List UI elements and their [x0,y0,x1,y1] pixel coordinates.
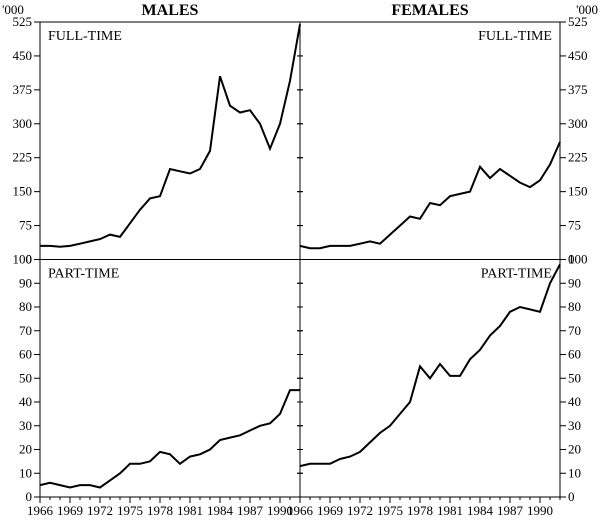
x-tick-label: 1984 [467,503,494,518]
series-bottom_right [300,264,560,466]
y-tick-label: 80 [19,299,32,314]
panel-label-top_left: FULL-TIME [48,29,122,44]
y-tick-label: 375 [568,82,588,97]
x-tick-label: 1978 [407,503,433,518]
y-tick-label: 300 [13,116,33,131]
series-top_left [40,24,300,247]
x-tick-label: 1975 [117,503,143,518]
series-top_right [300,142,560,248]
y-tick-label: 225 [13,150,33,165]
panel-label-bottom_left: PART-TIME [48,267,119,282]
y-tick-label: 525 [568,14,588,29]
y-tick-label: 225 [568,150,588,165]
y-tick-label: 70 [568,323,581,338]
y-tick-label: 20 [568,442,581,457]
x-tick-label: 1978 [147,503,173,518]
y-tick-label: 300 [568,116,588,131]
y-tick-label: 450 [13,48,33,63]
y-tick-label: 525 [13,14,33,29]
x-tick-label: 1984 [207,503,234,518]
y-tick-label: 70 [19,323,32,338]
x-tick-label: 1966 [27,503,54,518]
y-tick-label: 50 [568,370,581,385]
x-tick-label: 1975 [377,503,403,518]
header-males: MALES [142,2,199,19]
y-tick-label: 20 [19,442,32,457]
x-tick-label: 1981 [177,503,203,518]
y-tick-label: 75 [568,218,581,233]
x-tick-label: 1990 [527,503,553,518]
y-tick-label: 90 [19,275,32,290]
x-tick-label: 1969 [57,503,83,518]
y-tick-label: 75 [19,218,32,233]
y-tick-label: 30 [19,418,32,433]
y-tick-label: 90 [568,275,581,290]
x-tick-label: 1987 [497,503,524,518]
series-bottom_left [40,390,300,487]
y-tick-label: 40 [19,394,32,409]
panel-label-bottom_right: PART-TIME [481,267,552,282]
x-tick-label: 1972 [347,503,373,518]
x-tick-label: 1987 [237,503,264,518]
panel-label-top_right: FULL-TIME [478,29,552,44]
x-tick-label: 1966 [287,503,314,518]
chart-svg: MALESFEMALES'000'00019661969197219751978… [0,0,600,525]
chart-root: MALESFEMALES'000'00019661969197219751978… [0,0,600,530]
y-tick-label: 150 [13,184,33,199]
y-tick-label: 60 [19,347,32,362]
y-tick-label: 60 [568,347,581,362]
y-tick-label: 10 [19,465,32,480]
y-tick-label: 80 [568,299,581,314]
y-tick-label: 100 [13,252,33,267]
y-tick-label: 0 [568,489,575,504]
x-tick-label: 1972 [87,503,113,518]
y-tick-label: 50 [19,370,32,385]
y-tick-label: 30 [568,418,581,433]
x-tick-label: 1969 [317,503,343,518]
header-females: FEMALES [391,2,468,19]
x-tick-label: 1981 [437,503,463,518]
y-tick-label: 10 [568,465,581,480]
y-tick-label: 40 [568,394,581,409]
y-tick-label: 100 [568,252,588,267]
y-tick-label: 375 [13,82,33,97]
y-tick-label: 0 [26,489,33,504]
y-tick-label: 450 [568,48,588,63]
y-tick-label: 150 [568,184,588,199]
